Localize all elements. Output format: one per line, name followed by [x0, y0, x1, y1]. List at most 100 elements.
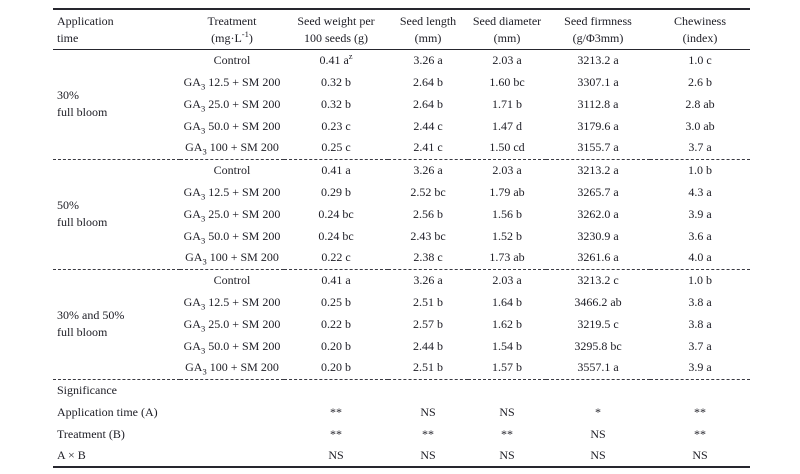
treatment-subscript: 3: [200, 300, 206, 311]
unit-text-close: ): [248, 30, 253, 45]
value-text: 0.41 a: [319, 52, 349, 67]
value-cell: 2.56 b: [388, 203, 468, 225]
value-text: 1.0 b: [688, 162, 712, 177]
table-row: GA3 12.5 + SM 200 0.29 b 2.52 bc 1.79 ab 326…: [53, 181, 750, 203]
header-line-1: Chewiness: [674, 13, 726, 28]
treatment-subscript: 3: [200, 102, 206, 113]
value-text: 0.23 c: [321, 118, 351, 133]
value-cell: 3155.7 a: [546, 137, 650, 159]
value-text: 1.73 ab: [489, 250, 525, 265]
value-text: 2.57 b: [413, 316, 443, 331]
value-cell: 1.0 c: [650, 49, 750, 71]
value-text: 0.25 c: [321, 140, 351, 155]
application-time-line1: 50%: [57, 198, 79, 212]
value-text: 1.60 bc: [489, 74, 525, 89]
significance-row: Application time (A) ** NS NS * **: [53, 401, 750, 423]
value-cell: 1.57 b: [468, 357, 546, 379]
significance-row: Treatment (B) ** ** ** NS **: [53, 423, 750, 445]
value-cell: 3295.8 bc: [546, 335, 650, 357]
value-text: 0.25 b: [321, 294, 351, 309]
treatment-cell: GA3 12.5 + SM 200: [180, 291, 284, 313]
table-row: GA3 50.0 + SM 200 0.24 bc 2.43 bc 1.52 b 323…: [53, 225, 750, 247]
header-line-1: Seed length: [399, 13, 457, 28]
application-time-line2: full bloom: [57, 215, 108, 229]
value-text: 0.20 b: [321, 360, 351, 375]
treatment-subscript: 3: [200, 124, 206, 135]
value-cell: 3213.2 c: [546, 268, 650, 291]
significance-value-cell: **: [330, 404, 342, 419]
value-cell: 2.03 a: [468, 49, 546, 71]
application-time-cell: 30% full bloom: [53, 49, 180, 159]
value-cell: 1.50 cd: [468, 137, 546, 159]
treatment-cell: GA3 12.5 + SM 200: [180, 181, 284, 203]
value-text: 3.26 a: [413, 52, 443, 67]
application-time-line2: full bloom: [57, 325, 108, 339]
value-cell: 2.03 a: [468, 158, 546, 181]
treatment-suffix: 12.5 + SM 200: [205, 184, 281, 199]
treatment-cell: GA3 100 + SM 200: [180, 247, 284, 269]
table-row: 30% and 50% full bloom Control 0.41 a 3.26 a…: [53, 268, 750, 379]
table-header: Application time Treatment (mg·L-1) Seed…: [53, 9, 750, 50]
treatment-suffix: 12.5 + SM 200: [205, 294, 281, 309]
value-text: 3213.2 a: [577, 162, 619, 177]
value-text: 4.3 a: [688, 184, 712, 199]
value-cell: 3262.0 a: [546, 203, 650, 225]
value-text: 2.03 a: [492, 162, 522, 177]
value-text: 1.54 b: [492, 338, 522, 353]
value-text: 0.32 b: [321, 96, 351, 111]
value-text: 2.03 a: [492, 52, 522, 67]
significance-label-cell: A × B: [57, 448, 86, 462]
value-text: 3.8 a: [688, 294, 712, 309]
value-cell: 1.79 ab: [468, 181, 546, 203]
significance-value-cell: **: [694, 404, 706, 419]
value-cell: 2.41 c: [388, 137, 468, 159]
value-text: 2.56 b: [413, 206, 443, 221]
value-text: 1.47 d: [492, 118, 522, 133]
treatment-base: GA: [183, 184, 201, 199]
value-text: 2.51 b: [413, 360, 443, 375]
value-cell: 0.25 b: [284, 291, 388, 313]
table-row: GA3 12.5 + SM 200 0.25 b 2.51 b 1.64 b 3466.…: [53, 291, 750, 313]
value-cell: 0.24 bc: [284, 203, 388, 225]
value-text: 3265.7 a: [577, 184, 619, 199]
treatment-base: GA: [183, 316, 201, 331]
value-cell: 2.64 b: [388, 93, 468, 115]
treatment-base: GA: [185, 140, 203, 155]
table-row: GA3 50.0 + SM 200 0.23 c 2.44 c 1.47 d 3179.…: [53, 115, 750, 137]
value-cell: 1.56 b: [468, 203, 546, 225]
header-line-1: Seed diameter: [472, 13, 542, 28]
value-cell: 3.8 a: [650, 291, 750, 313]
significance-label-cell: Treatment (B): [57, 426, 125, 441]
unit-text: (mg·L: [211, 30, 242, 45]
value-cell: 3230.9 a: [546, 225, 650, 247]
treatment-base: GA: [183, 96, 201, 111]
value-cell: 3213.2 a: [546, 158, 650, 181]
header-row: Application time Treatment (mg·L-1) Seed…: [53, 9, 750, 50]
value-cell: 4.3 a: [650, 181, 750, 203]
value-text: 3.8 a: [688, 316, 712, 331]
significance-value-cell: **: [330, 426, 342, 441]
col-header-seed-weight: Seed weight per 100 seeds (g): [284, 9, 388, 50]
value-text: 0.22 c: [321, 250, 351, 265]
value-cell: 1.0 b: [650, 158, 750, 181]
value-text: 3155.7 a: [577, 140, 619, 155]
col-header-treatment: Treatment (mg·L-1): [180, 9, 284, 50]
treatment-subscript: 3: [200, 212, 206, 223]
value-text: 3557.1 a: [577, 360, 619, 375]
value-text: 1.62 b: [492, 316, 522, 331]
col-header-seed-length: Seed length (mm): [388, 9, 468, 50]
value-cell: 1.71 b: [468, 93, 546, 115]
value-cell: 3.9 a: [650, 203, 750, 225]
value-cell: 2.51 b: [388, 357, 468, 379]
treatment-suffix: 12.5 + SM 200: [205, 74, 281, 89]
value-cell: 0.32 b: [284, 71, 388, 93]
value-cell: 0.41 az: [284, 49, 388, 71]
col-header-application-time: Application time: [53, 9, 180, 50]
header-line-2: 100 seeds (g): [304, 30, 368, 45]
value-text: 3219.5 c: [577, 316, 619, 331]
value-cell: 0.23 c: [284, 115, 388, 137]
table-row: 50% full bloom Control 0.41 a 3.26 a 2.03 a 32…: [53, 158, 750, 269]
value-text: 2.44 b: [413, 338, 443, 353]
treatment-suffix: 100 + SM 200: [206, 250, 279, 265]
value-text: 3.6 a: [688, 228, 712, 243]
